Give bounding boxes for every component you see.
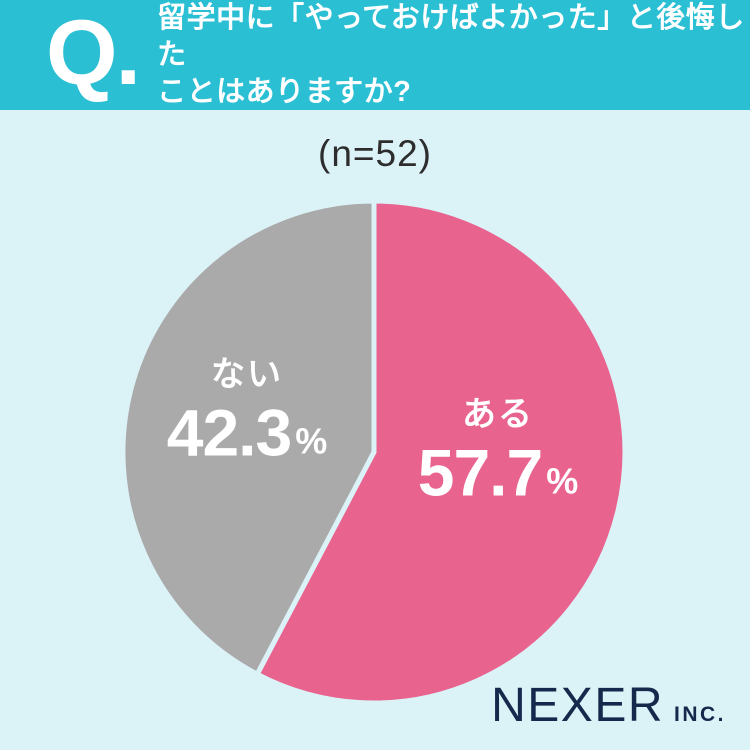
question-title-line2: ことはありますか? (157, 75, 412, 108)
brand-logo: NEXER INC. (491, 682, 726, 730)
question-title: 留学中に「やっておけばよかった」と後悔した ことはありますか? (157, 0, 750, 111)
brand-name: NEXER (491, 679, 664, 732)
sample-size: (n=52) (318, 133, 432, 174)
pie-slice-nai (120, 198, 377, 677)
question-header: Q. 留学中に「やっておけばよかった」と後悔した ことはありますか? (0, 0, 750, 110)
pie-slice-aru (254, 198, 628, 706)
brand-suffix: INC. (674, 703, 726, 726)
question-title-line1: 留学中に「やっておけばよかった」と後悔した (157, 1, 745, 71)
q-mark: Q. (46, 2, 141, 104)
